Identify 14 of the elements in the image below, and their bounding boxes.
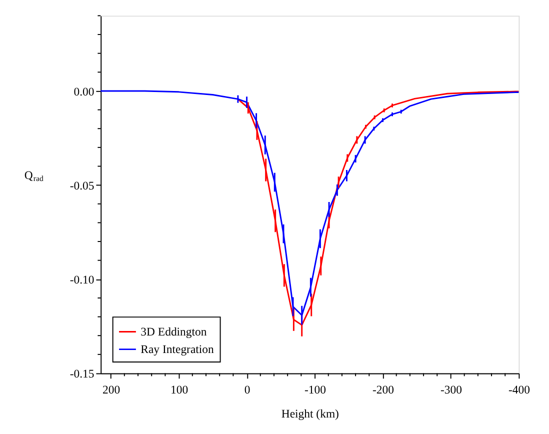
x-tick-label: -400 (508, 383, 530, 396)
x-tick-label: -200 (372, 383, 394, 396)
y-tick-label: -0.10 (70, 274, 94, 287)
x-tick-label: 0 (244, 383, 250, 396)
x-tick-label: -300 (440, 383, 462, 396)
legend-label: Ray Integration (140, 343, 214, 356)
y-tick-label: -0.15 (70, 368, 94, 381)
x-tick-label: -100 (304, 383, 326, 396)
y-tick-label: 0.00 (74, 85, 94, 98)
x-tick-label: 200 (102, 383, 120, 396)
y-tick-label: -0.05 (70, 179, 94, 192)
x-axis-title: Height (km) (281, 408, 340, 421)
legend-label: 3D Eddington (140, 326, 207, 339)
x-tick-label: 100 (170, 383, 188, 396)
